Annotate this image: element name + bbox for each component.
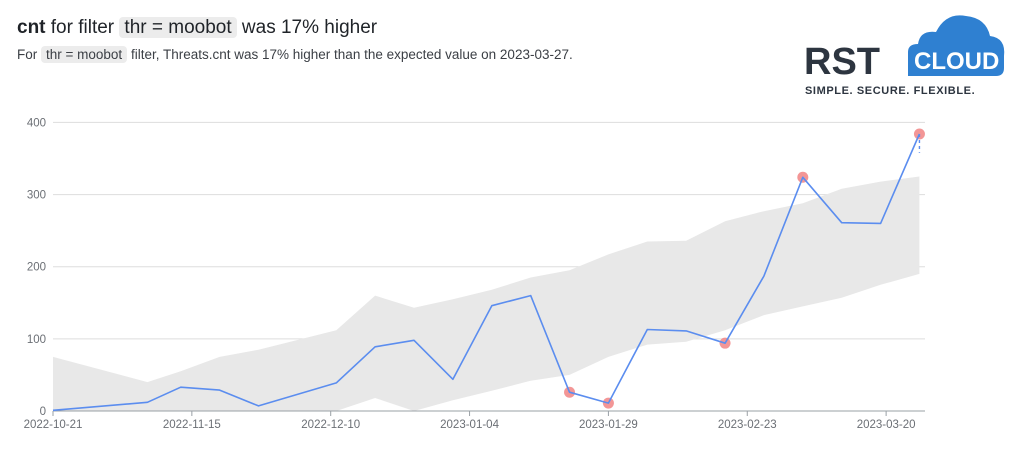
y-tick-label-400: 400 xyxy=(27,117,46,129)
expected-range-band xyxy=(53,176,920,411)
y-tick-label-0: 0 xyxy=(40,406,46,418)
subtitle-text: filter, Threats.cnt was 17% higher than … xyxy=(130,47,573,62)
title-summary: was 17% higher xyxy=(241,17,378,38)
y-tick-label-200: 200 xyxy=(27,262,46,274)
x-tick-label-2022-10-21: 2022-10-21 xyxy=(24,419,83,431)
x-axis-ticks: 2022-10-21 2022-11-15 2022-12-10 2023-01-04… xyxy=(24,411,916,431)
logo-text-cloud: CLOUD xyxy=(914,48,999,75)
x-tick-label-2023-01-29: 2023-01-29 xyxy=(579,419,638,431)
chart-title: cnt for filter thr = moobot was 17% high… xyxy=(17,16,377,40)
logo-text-rst: RST xyxy=(804,41,880,83)
x-tick-label-2023-01-04: 2023-01-04 xyxy=(440,419,499,431)
metric-name: cnt xyxy=(17,17,46,38)
y-axis-ticks: 0 100 200 300 400 xyxy=(27,117,46,418)
x-tick-label-2023-03-20: 2023-03-20 xyxy=(857,419,916,431)
series-line-cnt xyxy=(52,133,921,412)
chart-subtitle: For thr = moobot filter, Threats.cnt was… xyxy=(17,46,573,64)
rst-cloud-logo: RST CLOUD SIMPLE. SECURE. FLEXIBLE. xyxy=(804,15,1005,97)
subtitle-filter-pill[interactable]: thr = moobot xyxy=(41,46,128,63)
x-tick-label-2022-12-10: 2022-12-10 xyxy=(301,419,360,431)
x-tick-label-2023-02-23: 2023-02-23 xyxy=(718,419,777,431)
subtitle-prefix: For xyxy=(17,47,38,62)
y-tick-label-100: 100 xyxy=(27,334,46,346)
filter-pill[interactable]: thr = moobot xyxy=(119,17,237,38)
cloud-shape-icon xyxy=(908,15,1005,76)
logo-tagline: SIMPLE. SECURE. FLEXIBLE. xyxy=(805,85,975,97)
y-tick-label-300: 300 xyxy=(27,190,46,202)
title-for-filter: for filter xyxy=(50,17,115,38)
x-tick-label-2022-11-15: 2022-11-15 xyxy=(163,419,221,431)
